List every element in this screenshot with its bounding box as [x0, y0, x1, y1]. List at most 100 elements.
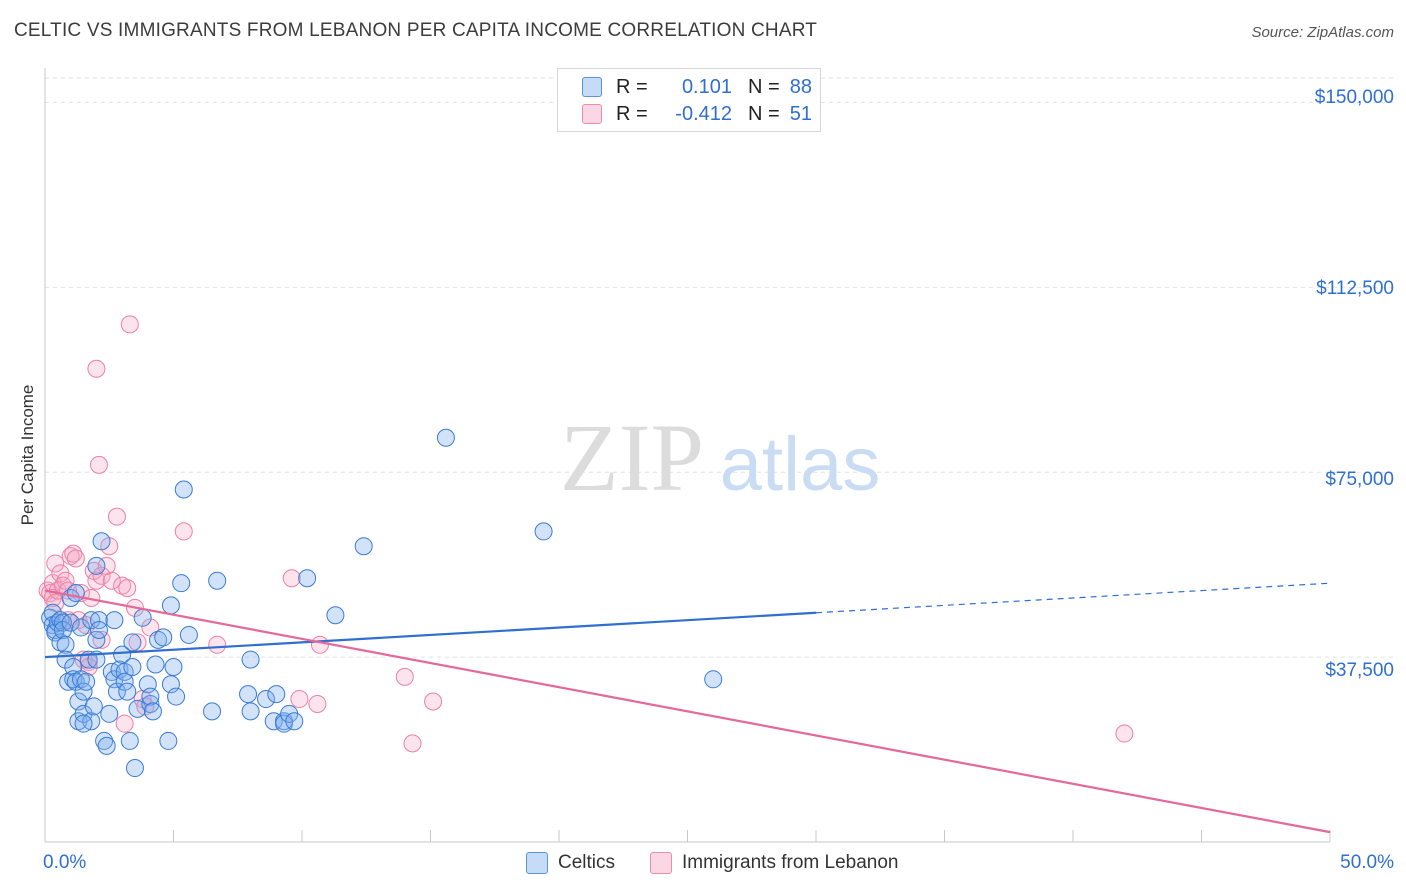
legend-swatch-lebanon [650, 852, 672, 874]
legend-label-lebanon: Immigrants from Lebanon [682, 852, 899, 873]
celtic-point [326, 606, 345, 625]
celtic-point [105, 611, 124, 630]
y-tick-label: $112,500 [1316, 278, 1394, 299]
legend-row-celtics: R = 0.101 N = 88 [582, 76, 812, 98]
lebanon-point [87, 571, 106, 590]
celtic-point [92, 532, 111, 551]
lebanon-point [87, 359, 106, 378]
lebanon-point [282, 569, 301, 588]
y-tick-label: $37,500 [1325, 660, 1394, 681]
lebanon-point [92, 566, 111, 585]
celtic-point [123, 633, 142, 652]
celtic-point [354, 537, 373, 556]
lebanon-point [115, 714, 134, 733]
lebanon-point [403, 734, 422, 753]
celtic-point [71, 618, 90, 637]
celtic-point [164, 657, 183, 676]
celtic-point [74, 704, 93, 723]
celtic-point [239, 685, 258, 704]
celtic-point [257, 690, 276, 709]
lebanon-point [174, 522, 193, 541]
celtic-point [74, 714, 93, 733]
legend-item-celtics[interactable]: Celtics [526, 852, 615, 874]
celtic-point [174, 480, 193, 499]
celtic-point [167, 687, 186, 706]
lebanon-point [118, 579, 137, 598]
celtic-point [146, 655, 165, 674]
trend-layer [44, 582, 1331, 834]
celtic-point [285, 712, 304, 731]
y-tick-label: $75,000 [1325, 469, 1394, 490]
celtic-point [436, 428, 455, 447]
lebanon-point [395, 667, 414, 686]
celtic-point [241, 650, 260, 669]
celtic-point [141, 694, 160, 713]
celtic-point [77, 672, 96, 691]
celtic-point [89, 611, 108, 630]
celtic-trend-line [44, 611, 817, 659]
celtic-point [154, 628, 173, 647]
watermark: ZIP atlas [560, 404, 880, 511]
lebanon-point [113, 576, 132, 595]
legend-label-celtics: Celtics [558, 852, 616, 873]
source-label: Source: ZipAtlas.com [1251, 24, 1394, 41]
legend-n-value: 51 [789, 102, 812, 125]
celtic-point [89, 621, 108, 640]
celtic-point [241, 702, 260, 721]
lebanon-point [308, 694, 327, 713]
lebanon-point [64, 544, 83, 563]
legend-swatch-celtics [526, 852, 548, 874]
celtic-trend-extension [815, 582, 1331, 614]
celtic-point [113, 645, 132, 664]
celtic-point [123, 657, 142, 676]
watermark-zip: ZIP [560, 404, 704, 511]
lebanon-point [107, 507, 126, 526]
axis-layer [44, 68, 1331, 843]
watermark-atlas: atlas [720, 422, 881, 507]
legend-r-value: 0.101 [681, 75, 732, 98]
celtic-point [141, 687, 160, 706]
celtic-point [298, 569, 317, 588]
celtic-point [61, 613, 80, 632]
lebanon-point [310, 635, 329, 654]
lebanon-point [102, 571, 121, 590]
lebanon-point [120, 315, 139, 334]
celtic-point [264, 712, 283, 731]
celtic-point [133, 608, 152, 627]
celtic-point [87, 556, 106, 575]
celtic-point [53, 613, 72, 632]
legend-r-label: R = [616, 75, 648, 98]
x-tick-label-min: 0.0% [43, 852, 87, 873]
celtic-point [159, 731, 178, 750]
legend-r-label: R = [616, 102, 648, 125]
legend-n-label: N = [748, 102, 780, 125]
celtic-point [120, 731, 139, 750]
celtic-point [66, 584, 85, 603]
celtic-point [534, 522, 553, 541]
celtic-point [208, 571, 227, 590]
celtic-point [172, 574, 191, 593]
legend-n-label: N = [748, 75, 780, 98]
lebanon-point [66, 549, 85, 568]
lebanon-point [208, 635, 227, 654]
celtic-point [125, 759, 144, 778]
legend-item-lebanon[interactable]: Immigrants from Lebanon [650, 852, 899, 874]
legend-n-value: 88 [789, 75, 812, 98]
celtic-point [118, 682, 137, 701]
legend-swatch-celtics [582, 77, 602, 97]
celtic-point [66, 672, 85, 691]
correlation-legend: R = 0.101 N = 88 R = -0.412 N = 51 [557, 68, 821, 132]
celtic-point [53, 621, 72, 640]
celtic-point [275, 714, 294, 733]
celtic-point [203, 702, 222, 721]
celtic-point [704, 670, 723, 689]
x-tick-label-max: 50.0% [1340, 852, 1394, 873]
celtic-point [82, 611, 101, 630]
lebanon-point [46, 554, 65, 573]
legend-row-lebanon: R = -0.412 N = 51 [582, 103, 812, 125]
lebanon-point [89, 455, 108, 474]
celtic-point [143, 702, 162, 721]
series-legend: Celtics Immigrants from Lebanon [0, 852, 1406, 878]
celtic-point [161, 596, 180, 615]
